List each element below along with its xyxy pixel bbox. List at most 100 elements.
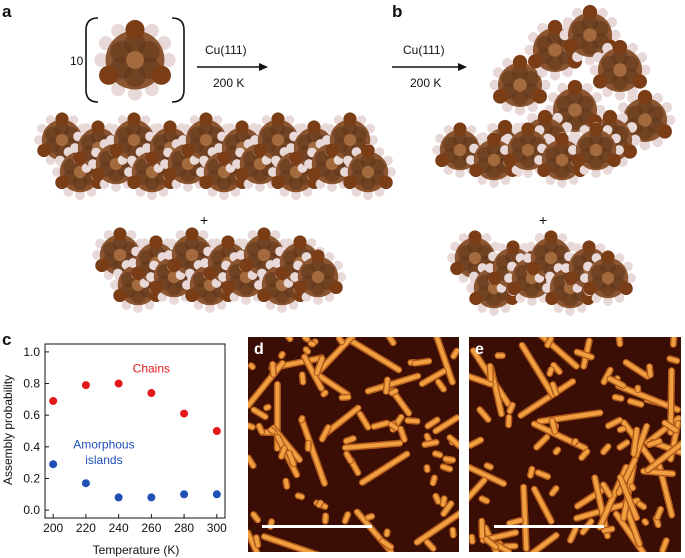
y-tick-label: 0.2 (23, 471, 40, 485)
stm-feature (530, 485, 555, 525)
stm-feature (644, 425, 681, 474)
bracket-right (171, 17, 185, 103)
annotation-chains: Chains (133, 361, 170, 375)
stm-feature (304, 439, 312, 452)
y-tick-label: 0.0 (23, 503, 40, 517)
arrow-a (197, 63, 268, 71)
stm-feature (601, 525, 616, 535)
stm-feature (382, 376, 391, 395)
stm-feature (549, 381, 560, 397)
stm-feature (263, 403, 272, 412)
stm-feature (505, 414, 513, 429)
stm-feature (335, 337, 346, 346)
stm-feature (476, 406, 492, 423)
stm-feature (307, 340, 317, 348)
molecular-models (34, 4, 676, 316)
island-molecule (589, 39, 651, 101)
stm-feature (313, 355, 326, 377)
x-tick-label: 220 (76, 521, 96, 535)
chain-b-short-lower-molecule (580, 250, 636, 306)
assembly-probability-chart: 200 220 240 260 280 300 0.0 0.2 0.4 0.6 0.8 1.0 Cha… (1, 343, 227, 557)
stm-feature (578, 448, 591, 462)
stm-feature (432, 492, 442, 505)
arrow-b (392, 63, 467, 71)
stm-feature (343, 450, 355, 465)
island-molecule (489, 54, 551, 116)
panel-b-label: b (392, 2, 403, 21)
stm-feature (615, 337, 624, 348)
x-tick-label: 260 (141, 521, 161, 535)
stm-feature (404, 417, 421, 425)
x-tick-label: 280 (174, 521, 194, 535)
stm-feature (520, 483, 530, 552)
stm-feature (387, 421, 400, 432)
panel-c-label: c (2, 330, 12, 349)
y-axis-label: Assembly probability (1, 375, 15, 485)
stm-feature (550, 361, 563, 376)
stm-feature (469, 533, 476, 545)
stm-feature (533, 433, 551, 451)
stm-feature (423, 538, 437, 552)
stm-feature (667, 367, 676, 436)
x-tick-label: 240 (109, 521, 129, 535)
stm-feature (446, 434, 459, 450)
data-point-islands (147, 493, 156, 502)
stm-feature (517, 378, 577, 419)
stm-feature (659, 537, 670, 552)
stm-feature (616, 474, 641, 522)
stm-feature (341, 439, 404, 452)
panel-b-plus: + (539, 212, 548, 228)
stm-feature (358, 450, 411, 486)
stm-feature (341, 511, 352, 525)
annotation-islands: islands (85, 453, 122, 467)
stm-feature (440, 500, 455, 518)
stm-feature (356, 410, 372, 431)
chain-b-molecule (432, 122, 488, 178)
data-point-chains (114, 379, 123, 388)
data-point-islands (180, 490, 189, 499)
stm-feature (600, 481, 614, 499)
stm-feature (478, 517, 486, 540)
scale-bar-d (262, 525, 372, 528)
stm-image-e: e (469, 337, 681, 552)
stm-feature (429, 474, 438, 487)
y-tick-label: 0.6 (23, 408, 40, 422)
stm-feature (432, 414, 459, 435)
stm-feature (388, 387, 399, 397)
stm-feature (653, 505, 665, 521)
stm-feature (260, 533, 326, 552)
stm-feature (611, 393, 625, 402)
stm-feature (411, 357, 433, 367)
stm-feature (379, 537, 395, 551)
stm-feature (605, 416, 623, 430)
stm-feature (622, 359, 651, 380)
y-tick-label: 0.4 (23, 440, 40, 454)
stm-feature (383, 528, 391, 538)
stm-feature (397, 425, 408, 443)
stm-feature (277, 444, 288, 460)
stm-feature (309, 368, 351, 398)
stm-feature (600, 443, 612, 456)
stm-feature (250, 406, 269, 421)
stm-feature (534, 469, 552, 480)
stm-feature (666, 355, 681, 365)
stm-feature (442, 455, 457, 464)
y-tick-label: 0.8 (23, 377, 40, 391)
y-tick-label: 1.0 (23, 345, 40, 359)
stm-feature (669, 337, 678, 348)
data-point-chains (49, 396, 58, 405)
stm-feature (298, 415, 306, 424)
stm-feature (318, 424, 332, 443)
stm-feature (626, 397, 645, 408)
data-point-islands (49, 460, 58, 469)
stm-feature (646, 363, 654, 379)
annotation-amorphous: Amorphous (73, 437, 134, 451)
stm-feature (432, 450, 444, 459)
stm-feature (646, 437, 663, 449)
chain-b-molecule (568, 122, 624, 178)
stm-feature (250, 511, 262, 524)
stm-image-d: d (248, 337, 459, 552)
chain-a-short-upper-molecule (236, 227, 292, 283)
stm-feature (548, 485, 560, 497)
stm-feature (348, 337, 403, 374)
